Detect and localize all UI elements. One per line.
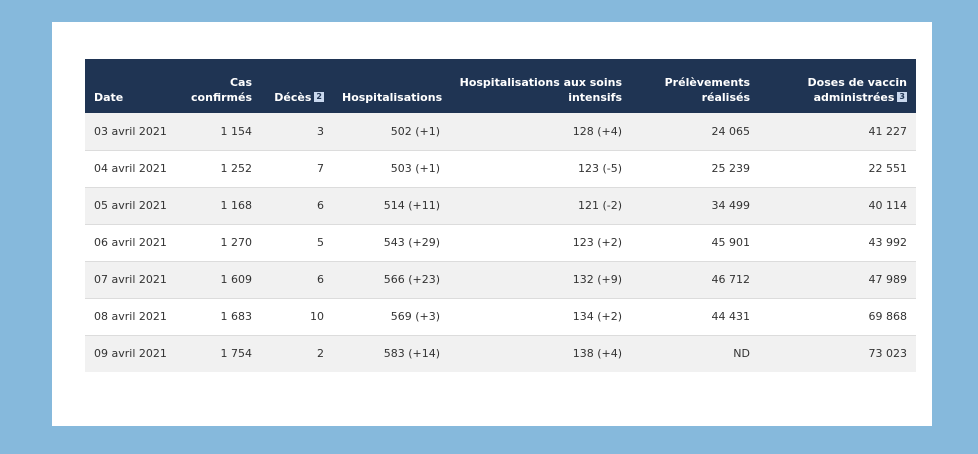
cell-deces: 6 <box>317 199 324 212</box>
table-row: 08 avril 2021 1 683 10 569 (+3) 134 (+2) 44 4… <box>85 298 916 335</box>
table-row: 03 avril 2021 1 154 3 502 (+1) 128 (+4) 24 06… <box>85 113 916 150</box>
footnote-badge-3[interactable]: 3 <box>897 92 907 102</box>
table-row: 05 avril 2021 1 168 6 514 (+11) 121 (-2) 34 4… <box>85 187 916 224</box>
cell-prelev: 25 239 <box>711 162 751 175</box>
covid-data-table: Date Cas confirmés Décès 2 Hospitalisation… <box>85 59 916 372</box>
cell-hosp: 566 (+23) <box>383 273 440 286</box>
cell-deces: 10 <box>310 310 324 323</box>
cell-deces: 2 <box>317 347 324 361</box>
cell-date: 07 avril 2021 <box>94 273 167 286</box>
header-prelevements: Prélèvements réalisés <box>664 76 750 104</box>
table-row: 07 avril 2021 1 609 6 566 (+23) 132 (+9) 46 7… <box>85 261 916 298</box>
cell-doses: 43 992 <box>868 236 908 249</box>
cell-doses: 73 023 <box>868 347 908 361</box>
cell-doses: 41 227 <box>868 124 908 138</box>
cell-prelev: 45 901 <box>711 236 751 249</box>
cell-prelev: ND <box>733 347 750 361</box>
cell-cas: 1 609 <box>220 273 253 286</box>
cell-prelev: 24 065 <box>711 124 751 138</box>
header-cas-confirmes: Cas confirmés <box>191 76 252 104</box>
cell-hosp: 503 (+1) <box>390 162 440 175</box>
content-card: Date Cas confirmés Décès 2 Hospitalisation… <box>52 22 932 426</box>
cell-soins: 132 (+9) <box>572 273 622 286</box>
cell-doses: 22 551 <box>868 162 908 175</box>
cell-prelev: 34 499 <box>711 199 751 212</box>
footnote-badge-2[interactable]: 2 <box>314 92 324 102</box>
cell-doses: 69 868 <box>868 310 908 323</box>
cell-deces: 5 <box>317 236 324 249</box>
cell-soins: 121 (-2) <box>577 199 622 212</box>
cell-cas: 1 754 <box>220 347 253 361</box>
table-row: 04 avril 2021 1 252 7 503 (+1) 123 (-5) 25 23… <box>85 150 916 187</box>
header-date: Date <box>94 91 124 104</box>
header-soins-intensifs: Hospitalisations aux soins intensifs <box>459 76 622 104</box>
cell-date: 03 avril 2021 <box>94 124 167 138</box>
cell-cas: 1 252 <box>220 162 253 175</box>
cell-date: 06 avril 2021 <box>94 236 167 249</box>
table-body: 03 avril 2021 1 154 3 502 (+1) 128 (+4) 24 06… <box>85 113 916 372</box>
cell-prelev: 44 431 <box>711 310 751 323</box>
cell-deces: 7 <box>317 162 324 175</box>
header-hospitalisations: Hospitalisations <box>342 91 443 104</box>
cell-soins: 123 (-5) <box>577 162 622 175</box>
cell-hosp: 543 (+29) <box>383 236 440 249</box>
table-header: Date Cas confirmés Décès 2 Hospitalisation… <box>85 59 916 113</box>
cell-date: 05 avril 2021 <box>94 199 167 212</box>
cell-deces: 3 <box>317 124 324 138</box>
cell-date: 08 avril 2021 <box>94 310 167 323</box>
cell-soins: 128 (+4) <box>572 124 622 138</box>
header-deces: Décès 2 <box>274 91 324 104</box>
cell-hosp: 502 (+1) <box>390 124 440 138</box>
cell-deces: 6 <box>317 273 324 286</box>
table-row: 09 avril 2021 1 754 2 583 (+14) 138 (+4) ND 73… <box>85 335 916 372</box>
cell-doses: 40 114 <box>868 199 908 212</box>
cell-cas: 1 168 <box>220 199 253 212</box>
cell-date: 04 avril 2021 <box>94 162 167 175</box>
cell-hosp: 583 (+14) <box>383 347 440 361</box>
header-row: Date Cas confirmés Décès 2 Hospitalisation… <box>85 59 916 113</box>
cell-cas: 1 270 <box>220 236 253 249</box>
cell-soins: 123 (+2) <box>572 236 622 249</box>
cell-cas: 1 683 <box>220 310 253 323</box>
table-row: 06 avril 2021 1 270 5 543 (+29) 123 (+2) 45 9… <box>85 224 916 261</box>
cell-hosp: 514 (+11) <box>383 199 440 212</box>
cell-prelev: 46 712 <box>711 273 751 286</box>
cell-doses: 47 989 <box>868 273 908 286</box>
header-doses-vaccin: Doses de vaccin administrées 3 <box>807 76 907 104</box>
cell-hosp: 569 (+3) <box>390 310 440 323</box>
cell-soins: 134 (+2) <box>572 310 622 323</box>
cell-soins: 138 (+4) <box>572 347 622 361</box>
cell-date: 09 avril 2021 <box>94 347 167 361</box>
cell-cas: 1 154 <box>220 124 253 138</box>
